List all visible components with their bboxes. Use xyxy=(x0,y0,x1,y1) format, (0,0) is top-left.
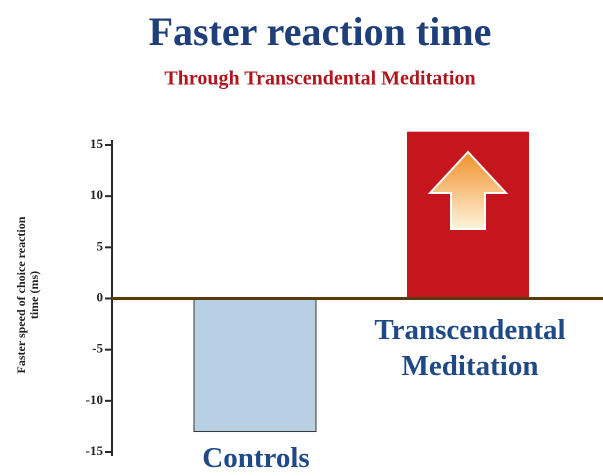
category-label: Controls xyxy=(202,442,310,474)
y-tick-label: 10 xyxy=(90,187,103,202)
y-tick-label: 0 xyxy=(97,289,104,304)
arrow-icon xyxy=(427,150,509,230)
y-tick-label: 15 xyxy=(90,136,104,151)
y-tick-label: 5 xyxy=(97,238,104,253)
category-label: Transcendental Meditation xyxy=(374,314,566,382)
y-tick-label: -5 xyxy=(92,341,103,356)
plot: -15 -10 -5 0 5 10 15 xyxy=(86,131,603,458)
chart-title: Faster reaction time xyxy=(149,9,492,54)
bar xyxy=(193,298,317,433)
chart-subtitle: Through Transcendental Meditation xyxy=(164,68,475,90)
y-tick-label: -15 xyxy=(86,443,104,458)
y-tick-label: -10 xyxy=(86,392,103,407)
y-axis-label: Faster speed of choice reaction time (ms… xyxy=(14,216,41,374)
